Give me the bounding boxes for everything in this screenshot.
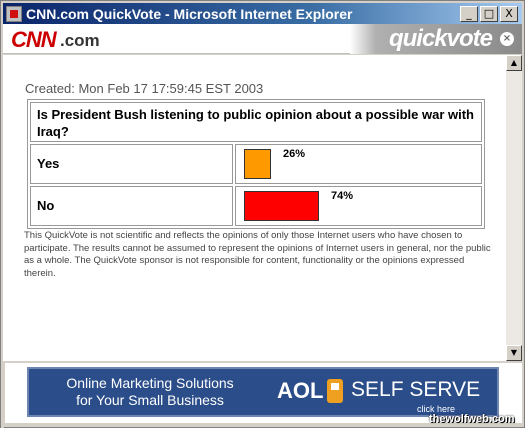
result-percent: 74%: [331, 190, 354, 202]
ie-window-icon: [6, 5, 22, 22]
result-bar: [244, 191, 319, 221]
quickvote-banner: quickvote ×: [350, 24, 522, 54]
advertisement: Online Marketing Solutions for Your Smal…: [5, 363, 522, 423]
ad-line-2: for Your Small Business: [76, 392, 224, 408]
result-percent: 26%: [283, 148, 306, 160]
option-label: Yes: [30, 144, 233, 184]
poll-question: Is President Bush listening to public op…: [30, 102, 482, 142]
close-window-button[interactable]: X: [500, 5, 518, 22]
minimize-button[interactable]: _: [460, 5, 478, 22]
title-bar[interactable]: CNN.com QuickVote - Microsoft Internet E…: [3, 3, 522, 24]
quickvote-logo: quickvote: [388, 25, 493, 52]
window-frame-edge: [1, 24, 4, 428]
disclaimer-text: This QuickVote is not scientific and ref…: [24, 230, 491, 279]
result-bar: [244, 149, 271, 179]
gas-pump-icon: [327, 379, 343, 403]
option-label: No: [30, 186, 233, 226]
ad-line-1: Online Marketing Solutions: [66, 375, 234, 391]
site-watermark: thewolfweb.com: [429, 413, 515, 425]
created-timestamp: Created: Mon Feb 17 17:59:45 EST 2003: [25, 81, 264, 96]
aol-ad-banner[interactable]: Online Marketing Solutions for Your Smal…: [27, 367, 499, 417]
click-here-link[interactable]: click here: [417, 404, 456, 414]
scroll-down-arrow-icon[interactable]: ▼: [506, 345, 522, 361]
result-row-no: No 74%: [30, 186, 482, 226]
poll-content: Created: Mon Feb 17 17:59:45 EST 2003 Is…: [3, 55, 506, 361]
cnn-logo[interactable]: CNN: [11, 27, 57, 52]
cnn-logo-suffix: .com: [60, 31, 100, 50]
result-row-yes: Yes 26%: [30, 144, 482, 184]
result-cell: 74%: [235, 186, 482, 226]
window-title: CNN.com QuickVote - Microsoft Internet E…: [26, 5, 353, 22]
result-cell: 26%: [235, 144, 482, 184]
ad-tagline: Online Marketing Solutions for Your Smal…: [45, 375, 255, 409]
scroll-up-arrow-icon[interactable]: ▲: [506, 55, 522, 71]
close-icon[interactable]: ×: [500, 32, 514, 46]
page-header: CNN .com quickvote ×: [3, 24, 522, 54]
aol-logo: AOL: [277, 378, 324, 403]
poll-results-table: Is President Bush listening to public op…: [27, 99, 485, 229]
self-serve-text: SELF SERVE: [351, 378, 481, 401]
maximize-button[interactable]: □: [480, 5, 498, 22]
vertical-scrollbar[interactable]: ▲ ▼: [506, 55, 522, 361]
